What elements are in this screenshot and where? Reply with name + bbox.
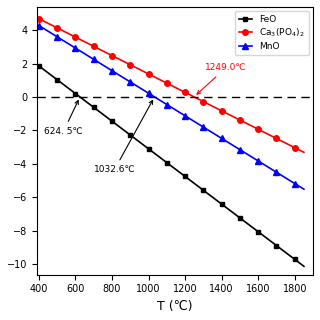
FeO [165,161,169,164]
Legend: FeO, Ca$_3$(PO$_4$)$_2$, MnO: FeO, Ca$_3$(PO$_4$)$_2$, MnO [235,12,308,55]
Ca$_3$(PO$_4$)$_2$ [293,146,297,150]
Ca$_3$(PO$_4$)$_2$ [55,26,59,30]
FeO [211,195,214,199]
FeO [256,230,260,234]
Ca$_3$(PO$_4$)$_2$ [265,132,269,136]
MnO [202,125,205,129]
MnO [302,187,306,191]
Ca$_3$(PO$_4$)$_2$ [165,81,169,85]
Ca$_3$(PO$_4$)$_2$ [156,77,160,81]
MnO [275,170,278,174]
Ca$_3$(PO$_4$)$_2$ [64,31,68,35]
MnO [37,24,41,28]
FeO [229,209,233,213]
MnO [147,91,150,95]
FeO [174,168,178,172]
Ca$_3$(PO$_4$)$_2$ [119,58,123,62]
MnO [156,97,160,101]
FeO [238,216,242,220]
FeO [128,133,132,137]
MnO [256,159,260,163]
FeO [101,112,105,116]
MnO [64,41,68,44]
FeO [275,244,278,247]
FeO [64,85,68,89]
FeO [37,64,41,68]
MnO [265,165,269,169]
FeO [183,174,187,178]
FeO [284,251,288,254]
MnO [192,120,196,124]
FeO [220,202,224,206]
FeO [92,105,96,109]
MnO [183,114,187,118]
Line: FeO: FeO [36,63,306,269]
FeO [119,126,123,130]
Ca$_3$(PO$_4$)$_2$ [46,21,50,25]
FeO [265,237,269,241]
Ca$_3$(PO$_4$)$_2$ [220,109,224,113]
MnO [128,80,132,84]
Ca$_3$(PO$_4$)$_2$ [202,100,205,104]
FeO [74,92,77,95]
MnO [55,35,59,39]
MnO [293,182,297,186]
Ca$_3$(PO$_4$)$_2$ [138,68,141,71]
MnO [92,58,96,61]
MnO [247,153,251,157]
MnO [138,86,141,90]
MnO [101,63,105,67]
Ca$_3$(PO$_4$)$_2$ [275,137,278,140]
FeO [147,147,150,151]
FeO [46,71,50,75]
FeO [293,258,297,261]
FeO [83,99,86,102]
Ca$_3$(PO$_4$)$_2$ [101,49,105,53]
Line: Ca$_3$(PO$_4$)$_2$: Ca$_3$(PO$_4$)$_2$ [36,16,307,155]
Text: 1032.6℃: 1032.6℃ [94,100,153,174]
Ca$_3$(PO$_4$)$_2$ [256,127,260,131]
FeO [138,140,141,144]
Ca$_3$(PO$_4$)$_2$ [74,35,77,39]
MnO [238,148,242,152]
MnO [229,142,233,146]
Ca$_3$(PO$_4$)$_2$ [92,44,96,48]
Ca$_3$(PO$_4$)$_2$ [110,54,114,58]
Ca$_3$(PO$_4$)$_2$ [174,86,178,90]
FeO [192,181,196,185]
MnO [174,108,178,112]
MnO [284,176,288,180]
FeO [302,264,306,268]
MnO [211,131,214,135]
FeO [247,223,251,227]
Ca$_3$(PO$_4$)$_2$ [183,91,187,94]
Ca$_3$(PO$_4$)$_2$ [147,72,150,76]
MnO [74,46,77,50]
Ca$_3$(PO$_4$)$_2$ [247,123,251,127]
MnO [46,29,50,33]
Ca$_3$(PO$_4$)$_2$ [284,141,288,145]
MnO [119,74,123,78]
MnO [110,69,114,73]
X-axis label: T (℃): T (℃) [157,300,193,313]
Ca$_3$(PO$_4$)$_2$ [229,114,233,117]
FeO [156,154,160,158]
MnO [220,136,224,140]
Text: 624. 5℃: 624. 5℃ [44,100,83,136]
Ca$_3$(PO$_4$)$_2$ [192,95,196,99]
FeO [110,119,114,123]
MnO [83,52,86,56]
Line: MnO: MnO [36,23,307,192]
Ca$_3$(PO$_4$)$_2$ [302,150,306,154]
Ca$_3$(PO$_4$)$_2$ [128,63,132,67]
Ca$_3$(PO$_4$)$_2$ [238,118,242,122]
FeO [202,188,205,192]
Ca$_3$(PO$_4$)$_2$ [83,40,86,44]
Ca$_3$(PO$_4$)$_2$ [37,17,41,20]
FeO [55,78,59,82]
Ca$_3$(PO$_4$)$_2$ [211,104,214,108]
MnO [165,103,169,107]
Text: 1249.0℃: 1249.0℃ [197,63,247,94]
